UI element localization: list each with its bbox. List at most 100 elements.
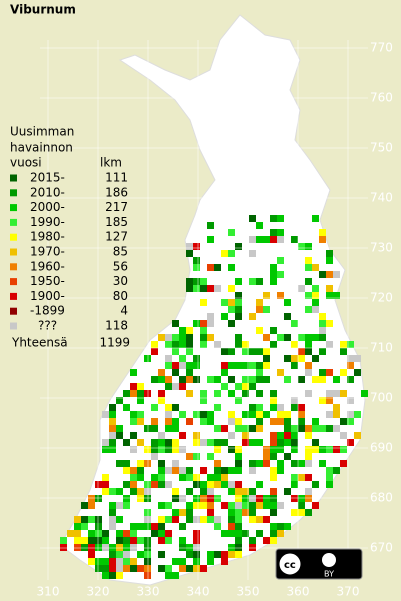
- dot: [326, 411, 333, 418]
- dot: [221, 362, 228, 369]
- dot: [214, 439, 221, 446]
- northing-label: 680: [370, 491, 393, 505]
- title: Viburnum: [10, 3, 76, 17]
- legend-swatch: [10, 248, 17, 256]
- dot: [235, 523, 242, 530]
- dot: [207, 313, 214, 320]
- dot: [193, 537, 200, 544]
- dot: [235, 516, 242, 523]
- dot: [284, 299, 291, 306]
- dot: [172, 446, 179, 453]
- dot: [116, 530, 123, 537]
- dot: [235, 306, 242, 313]
- dot: [109, 572, 116, 579]
- dot: [235, 488, 242, 495]
- dot: [74, 537, 81, 544]
- dot: [165, 418, 172, 425]
- dot: [151, 474, 158, 481]
- dot: [172, 348, 179, 355]
- dot: [123, 530, 130, 537]
- legend-count: 118: [105, 319, 128, 333]
- dot: [109, 404, 116, 411]
- dot: [137, 523, 144, 530]
- dot: [228, 320, 235, 327]
- dot: [277, 229, 284, 236]
- dot: [298, 355, 305, 362]
- dot: [116, 551, 123, 558]
- dot: [249, 313, 256, 320]
- dot: [256, 502, 263, 509]
- dot: [151, 453, 158, 460]
- legend-count: 30: [113, 274, 128, 288]
- dot: [249, 509, 256, 516]
- dot: [207, 418, 214, 425]
- dot: [165, 355, 172, 362]
- dot: [305, 341, 312, 348]
- dot: [312, 334, 319, 341]
- dot: [270, 530, 277, 537]
- dot: [88, 551, 95, 558]
- cc-text: cc: [284, 560, 296, 571]
- dot: [200, 565, 207, 572]
- dot: [186, 334, 193, 341]
- dot: [214, 341, 221, 348]
- northing-label: 690: [370, 441, 393, 455]
- dot: [347, 411, 354, 418]
- dot: [130, 481, 137, 488]
- dot: [186, 516, 193, 523]
- dot: [305, 278, 312, 285]
- dot: [326, 257, 333, 264]
- dot: [102, 558, 109, 565]
- dot: [151, 425, 158, 432]
- dot: [221, 530, 228, 537]
- dot: [235, 278, 242, 285]
- dot: [333, 404, 340, 411]
- dot: [340, 369, 347, 376]
- dot: [249, 404, 256, 411]
- dot: [228, 362, 235, 369]
- dot: [186, 488, 193, 495]
- dot: [291, 362, 298, 369]
- dot: [263, 334, 270, 341]
- dot: [291, 446, 298, 453]
- dot: [200, 488, 207, 495]
- dot: [116, 502, 123, 509]
- dot: [249, 488, 256, 495]
- dot: [291, 481, 298, 488]
- dot: [312, 299, 319, 306]
- dot: [130, 390, 137, 397]
- dot: [165, 530, 172, 537]
- dot: [165, 404, 172, 411]
- dot: [326, 425, 333, 432]
- dot: [298, 418, 305, 425]
- dot: [333, 425, 340, 432]
- dot: [214, 551, 221, 558]
- dot: [165, 341, 172, 348]
- dot: [193, 285, 200, 292]
- dot: [200, 481, 207, 488]
- dot: [319, 229, 326, 236]
- dot: [186, 327, 193, 334]
- dot: [249, 383, 256, 390]
- dot: [172, 369, 179, 376]
- dot: [249, 250, 256, 257]
- dot: [326, 271, 333, 278]
- dot: [172, 425, 179, 432]
- dot: [123, 390, 130, 397]
- dot: [361, 390, 368, 397]
- dot: [130, 523, 137, 530]
- dot: [172, 488, 179, 495]
- dot: [158, 376, 165, 383]
- dot: [186, 243, 193, 250]
- dot: [179, 432, 186, 439]
- dot: [200, 299, 207, 306]
- dot: [186, 250, 193, 257]
- dot: [193, 439, 200, 446]
- dot: [228, 285, 235, 292]
- dot: [214, 390, 221, 397]
- dot: [326, 481, 333, 488]
- dot: [172, 320, 179, 327]
- dot: [326, 250, 333, 257]
- dot: [256, 404, 263, 411]
- legend-label: 1900-: [30, 289, 65, 303]
